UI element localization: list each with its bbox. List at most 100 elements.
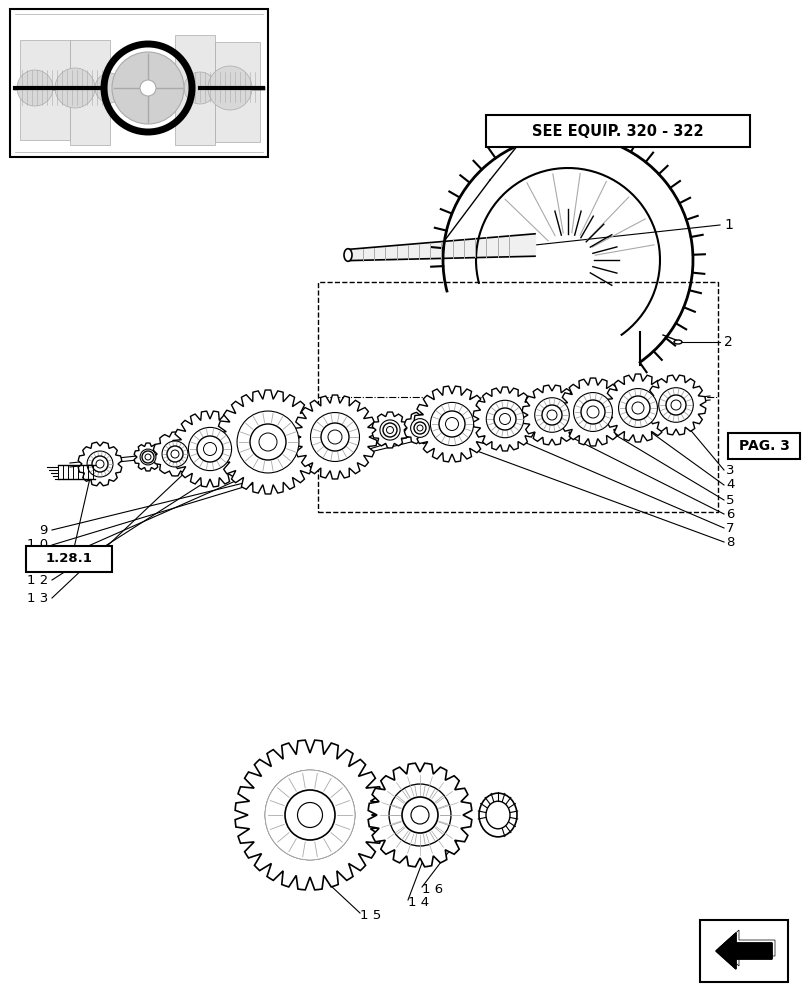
Circle shape xyxy=(547,410,556,420)
Circle shape xyxy=(162,441,187,467)
Circle shape xyxy=(140,449,156,465)
Circle shape xyxy=(320,423,349,451)
Text: 1: 1 xyxy=(723,218,732,232)
Circle shape xyxy=(410,806,428,824)
Text: 1 5: 1 5 xyxy=(359,909,381,922)
Text: PAG. 3: PAG. 3 xyxy=(738,439,788,453)
Polygon shape xyxy=(293,395,376,479)
Circle shape xyxy=(55,68,95,108)
Circle shape xyxy=(188,427,231,471)
Circle shape xyxy=(383,423,397,437)
Polygon shape xyxy=(172,411,247,487)
Polygon shape xyxy=(603,374,671,442)
Circle shape xyxy=(328,430,341,444)
Bar xyxy=(215,42,260,142)
Circle shape xyxy=(493,408,515,430)
Circle shape xyxy=(430,402,473,446)
Circle shape xyxy=(439,411,465,437)
FancyBboxPatch shape xyxy=(26,546,112,572)
Text: 5: 5 xyxy=(725,493,734,506)
Polygon shape xyxy=(715,933,771,969)
Circle shape xyxy=(670,400,680,410)
Text: 1 2: 1 2 xyxy=(27,574,48,586)
Circle shape xyxy=(264,770,354,860)
Circle shape xyxy=(414,422,426,434)
Circle shape xyxy=(586,406,599,418)
Text: 1 3: 1 3 xyxy=(27,591,48,604)
Polygon shape xyxy=(371,412,407,448)
Circle shape xyxy=(380,420,400,440)
Circle shape xyxy=(401,797,437,833)
Circle shape xyxy=(197,436,223,462)
Circle shape xyxy=(259,433,277,451)
Text: 9: 9 xyxy=(40,524,48,536)
Bar xyxy=(318,282,717,512)
Circle shape xyxy=(618,389,657,427)
Circle shape xyxy=(142,451,154,463)
Bar xyxy=(175,35,215,145)
Circle shape xyxy=(625,396,649,420)
Ellipse shape xyxy=(673,340,681,344)
Bar xyxy=(70,40,109,145)
FancyBboxPatch shape xyxy=(486,115,749,147)
Circle shape xyxy=(145,454,151,460)
Circle shape xyxy=(87,451,113,477)
Text: 1.28.1: 1.28.1 xyxy=(45,552,92,566)
Circle shape xyxy=(237,411,298,473)
Circle shape xyxy=(96,460,104,468)
Circle shape xyxy=(92,456,108,472)
Circle shape xyxy=(445,418,458,430)
Circle shape xyxy=(573,393,611,431)
Circle shape xyxy=(139,80,156,96)
Polygon shape xyxy=(473,387,536,451)
Polygon shape xyxy=(559,378,626,446)
Text: 4: 4 xyxy=(725,479,733,491)
Circle shape xyxy=(658,388,693,422)
Bar xyxy=(699,920,787,982)
Ellipse shape xyxy=(478,793,517,837)
Circle shape xyxy=(581,400,604,424)
Circle shape xyxy=(631,402,643,414)
Circle shape xyxy=(499,414,510,424)
Circle shape xyxy=(410,419,429,437)
Bar xyxy=(10,9,268,157)
Bar xyxy=(20,40,70,140)
Circle shape xyxy=(534,398,569,432)
Ellipse shape xyxy=(486,801,509,829)
Text: 1 6: 1 6 xyxy=(422,884,443,896)
Polygon shape xyxy=(414,386,489,462)
Text: 1 4: 1 4 xyxy=(407,896,428,910)
Circle shape xyxy=(171,450,178,458)
Text: 8: 8 xyxy=(725,536,733,548)
Polygon shape xyxy=(718,930,774,966)
Circle shape xyxy=(386,426,393,434)
Text: 1 1: 1 1 xyxy=(27,556,48,568)
Polygon shape xyxy=(715,933,771,969)
Circle shape xyxy=(310,413,359,461)
Polygon shape xyxy=(367,763,471,867)
Polygon shape xyxy=(521,385,581,445)
FancyBboxPatch shape xyxy=(727,433,799,459)
Polygon shape xyxy=(646,375,705,435)
Text: SEE EQUIP. 320 - 322: SEE EQUIP. 320 - 322 xyxy=(531,124,703,139)
Circle shape xyxy=(285,790,335,840)
Polygon shape xyxy=(134,443,161,471)
Text: 3: 3 xyxy=(725,464,734,477)
Circle shape xyxy=(486,400,523,438)
Circle shape xyxy=(167,446,182,462)
Circle shape xyxy=(204,442,217,456)
Circle shape xyxy=(297,802,322,827)
Circle shape xyxy=(265,770,354,860)
Text: 2: 2 xyxy=(723,335,732,349)
Circle shape xyxy=(250,424,285,460)
Text: 7: 7 xyxy=(725,522,734,534)
Circle shape xyxy=(388,784,450,846)
Polygon shape xyxy=(153,432,196,476)
Circle shape xyxy=(17,70,53,106)
Text: 1 0: 1 0 xyxy=(27,538,48,552)
Polygon shape xyxy=(78,442,122,486)
Polygon shape xyxy=(404,412,435,444)
Circle shape xyxy=(112,52,184,124)
Ellipse shape xyxy=(344,249,351,261)
Polygon shape xyxy=(216,390,320,494)
